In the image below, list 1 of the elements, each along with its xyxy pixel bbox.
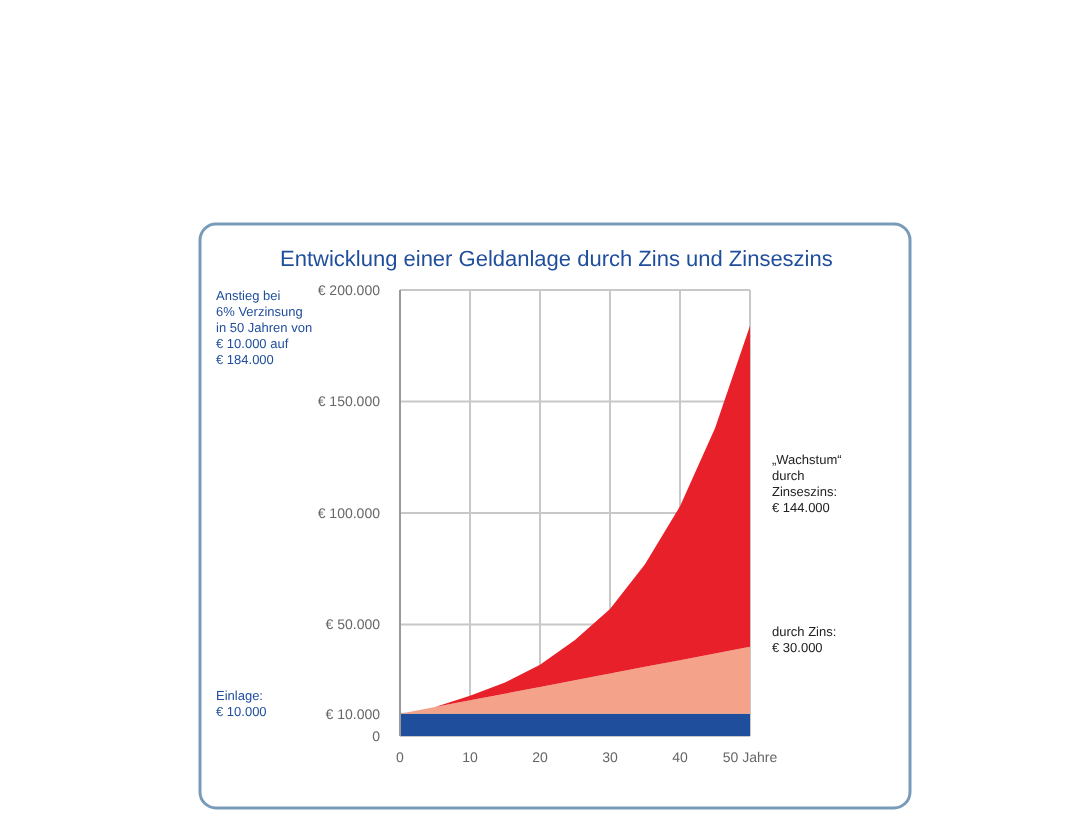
chart-title: Entwicklung einer Geldanlage durch Zins und Zinseszins bbox=[280, 248, 834, 272]
